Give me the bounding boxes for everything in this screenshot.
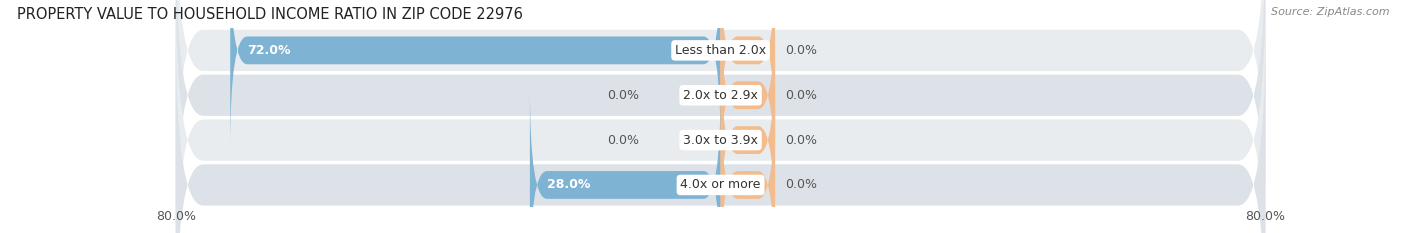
Text: Source: ZipAtlas.com: Source: ZipAtlas.com: [1271, 7, 1389, 17]
FancyBboxPatch shape: [176, 0, 1265, 209]
Text: 3.0x to 3.9x: 3.0x to 3.9x: [683, 134, 758, 147]
FancyBboxPatch shape: [721, 0, 775, 149]
Text: 0.0%: 0.0%: [786, 178, 817, 192]
Text: 0.0%: 0.0%: [786, 44, 817, 57]
Text: PROPERTY VALUE TO HOUSEHOLD INCOME RATIO IN ZIP CODE 22976: PROPERTY VALUE TO HOUSEHOLD INCOME RATIO…: [17, 7, 523, 22]
Text: 2.0x to 2.9x: 2.0x to 2.9x: [683, 89, 758, 102]
Text: 28.0%: 28.0%: [547, 178, 591, 192]
FancyBboxPatch shape: [721, 87, 775, 233]
Text: Less than 2.0x: Less than 2.0x: [675, 44, 766, 57]
FancyBboxPatch shape: [176, 0, 1265, 233]
Text: 0.0%: 0.0%: [786, 89, 817, 102]
Text: 4.0x or more: 4.0x or more: [681, 178, 761, 192]
FancyBboxPatch shape: [721, 42, 775, 233]
FancyBboxPatch shape: [176, 26, 1265, 233]
Text: 0.0%: 0.0%: [607, 89, 638, 102]
FancyBboxPatch shape: [176, 0, 1265, 233]
FancyBboxPatch shape: [231, 0, 721, 149]
Text: 72.0%: 72.0%: [247, 44, 291, 57]
Text: 0.0%: 0.0%: [786, 134, 817, 147]
FancyBboxPatch shape: [530, 87, 721, 233]
FancyBboxPatch shape: [721, 0, 775, 193]
Text: 0.0%: 0.0%: [607, 134, 638, 147]
